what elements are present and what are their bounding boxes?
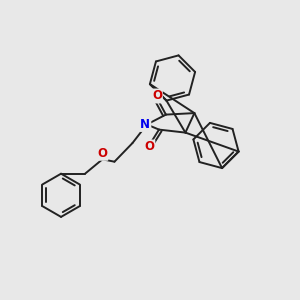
Text: O: O	[144, 140, 154, 154]
Text: O: O	[98, 147, 107, 160]
Text: N: N	[140, 118, 150, 131]
Text: O: O	[152, 89, 162, 103]
